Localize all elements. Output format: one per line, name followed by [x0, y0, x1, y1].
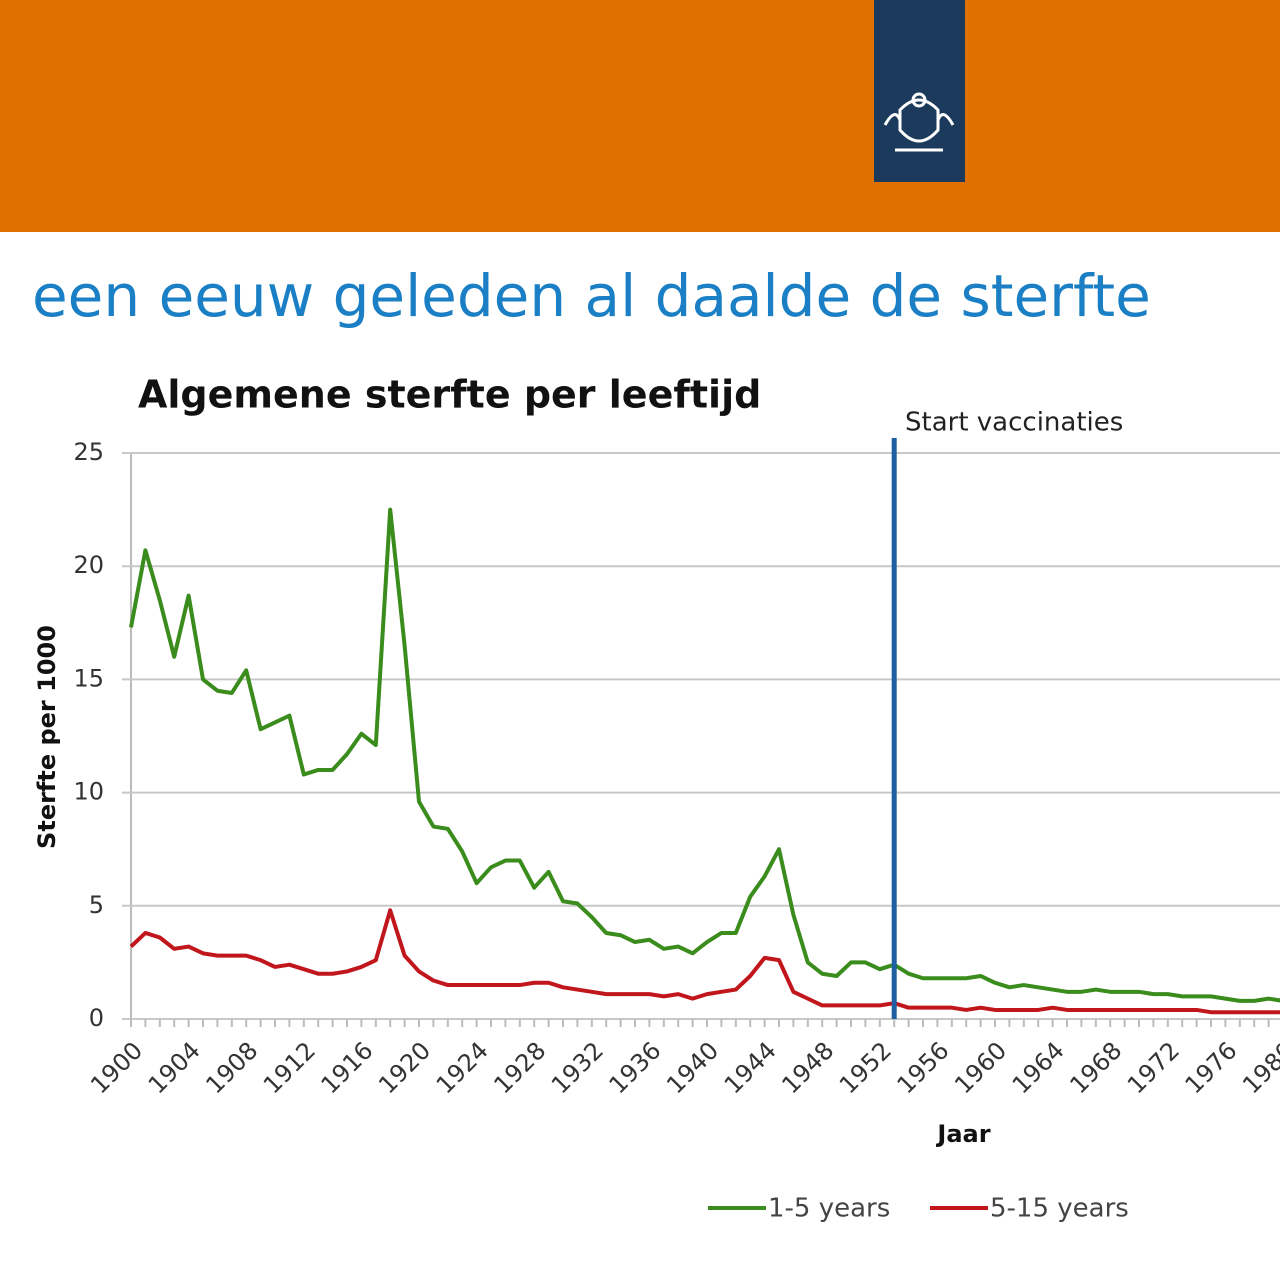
x-tick-label: 1960 [949, 1036, 1012, 1099]
x-axis-label: Jaar [935, 1120, 990, 1148]
x-tick-label: 1976 [1180, 1036, 1243, 1099]
annotation: Start vaccinaties [905, 408, 1123, 438]
legend-label: 1-5 years [768, 1194, 890, 1224]
series-line [129, 908, 1280, 1015]
x-tick-label: 1972 [1122, 1036, 1185, 1099]
logo-box [874, 0, 965, 182]
y-tick-label: 10 [73, 778, 104, 806]
x-tick-label: 1952 [834, 1036, 897, 1099]
x-tick-label: 1936 [604, 1036, 667, 1099]
x-tick-label: 1964 [1007, 1036, 1070, 1099]
logo [883, 92, 955, 152]
x-tick-label: 1928 [488, 1036, 551, 1099]
x-tick-label: 1904 [143, 1036, 206, 1099]
x-tick-label: 1932 [546, 1036, 609, 1099]
heading: een eeuw geleden al daalde de sterfte [32, 262, 1151, 330]
legend-label: 5-15 years [990, 1194, 1129, 1224]
x-tick-label: 1900 [85, 1036, 148, 1099]
y-tick-label: 25 [73, 438, 104, 466]
x-tick-label: 1916 [316, 1036, 379, 1099]
y-tick-label: 20 [73, 551, 104, 579]
x-tick-label: 1908 [200, 1036, 263, 1099]
banner [0, 0, 1280, 232]
x-tick-label: 1944 [719, 1036, 782, 1099]
x-tick-label: 1956 [892, 1036, 955, 1099]
x-tick-label: 1940 [661, 1036, 724, 1099]
y-axis-label: Sterfte per 1000 [33, 625, 61, 849]
x-tick-label: 1912 [258, 1036, 321, 1099]
y-tick-label: 5 [89, 891, 104, 919]
x-tick-label: 1948 [776, 1036, 839, 1099]
x-tick-label: 1920 [373, 1036, 436, 1099]
y-tick-label: 0 [89, 1004, 104, 1032]
chart-title: Algemene sterfte per leeftijd [138, 373, 761, 417]
x-tick-label: 1980 [1237, 1036, 1280, 1099]
y-tick-label: 15 [73, 664, 104, 692]
x-tick-label: 1968 [1064, 1036, 1127, 1099]
series-line [129, 507, 1280, 1003]
x-tick-label: 1924 [431, 1036, 494, 1099]
